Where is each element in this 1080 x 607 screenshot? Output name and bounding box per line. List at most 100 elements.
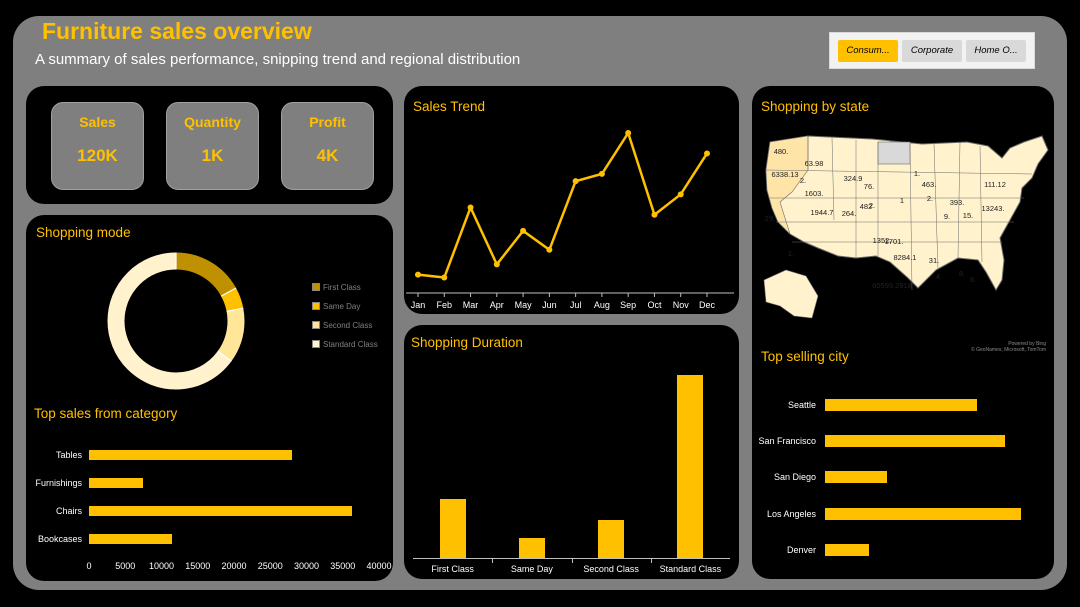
duration-bar — [677, 375, 704, 558]
map-value-label: 63.98 — [805, 159, 824, 168]
city-bar — [825, 399, 977, 411]
panel-title: Sales Trend — [413, 99, 486, 114]
trend-point — [546, 246, 553, 253]
x-tick-label: 40000 — [366, 561, 392, 571]
x-tick-label: Dec — [699, 300, 716, 310]
city-label: San Francisco — [758, 436, 816, 446]
map-value-label: 1701. — [885, 237, 904, 246]
x-tick-label: Aug — [594, 300, 610, 310]
kpi-label: Quantity — [184, 114, 241, 130]
segment-slicer: Consum... Corporate Home O... — [829, 32, 1035, 69]
panel-title: Shopping Duration — [411, 335, 523, 350]
slicer-option-consumer[interactable]: Consum... — [838, 40, 898, 62]
x-tick-label: Jun — [542, 300, 557, 310]
kpi-card-profit: Profit 4K — [281, 102, 374, 190]
legend-item: First Class — [312, 283, 361, 292]
kpi-card-sales: Sales 120K — [51, 102, 144, 190]
kpi-panel: Sales 120K Quantity 1K Profit 4K — [26, 86, 393, 204]
slice-divider — [217, 350, 232, 362]
map-value-label: 9. — [944, 212, 950, 221]
kpi-value: 1K — [201, 146, 224, 165]
category-label: Bookcases — [37, 534, 82, 544]
map-value-label: 463. — [922, 180, 937, 189]
donut-slice — [107, 252, 245, 390]
slice-divider — [226, 307, 244, 312]
category-bar — [89, 478, 144, 488]
x-tick-label: Jul — [570, 300, 582, 310]
city-label: Seattle — [787, 400, 816, 410]
x-tick-label: Same Day — [510, 564, 553, 574]
map-value-label: 393. — [950, 198, 965, 207]
city-label: Denver — [786, 545, 816, 555]
map-credit-line: © GeoNames, Microsoft, TomTom — [971, 347, 1046, 353]
x-tick-label: 10000 — [148, 561, 175, 571]
city-bar — [825, 471, 887, 483]
map-value-label: 13243. — [982, 204, 1005, 213]
legend-item: Second Class — [312, 321, 372, 330]
map-value-label: 1. — [914, 169, 920, 178]
city-bar — [825, 435, 1005, 447]
legend-item: Standard Class — [312, 340, 378, 349]
x-tick-label: 30000 — [293, 561, 320, 571]
map-value-label: 60593.2918 — [872, 281, 912, 290]
category-bar — [89, 534, 173, 544]
category-label: Tables — [55, 450, 82, 460]
map-value-label: 2. — [869, 201, 875, 210]
legend-label: Second Class — [323, 321, 373, 330]
map-value-label: 1944.7 — [811, 208, 834, 217]
map-value-label: 4. — [936, 272, 942, 281]
x-tick-label: Second Class — [583, 564, 639, 574]
sales-trend-chart: Jan Feb Mar Apr May Jun Jul Aug Sep Oct Nov Dec — [406, 130, 734, 310]
x-tick-label: 35000 — [330, 561, 356, 571]
map-value-label: 1. — [788, 249, 794, 258]
map-value-label: 6338.13 — [771, 170, 798, 179]
trend-point — [441, 274, 448, 281]
city-label: San Diego — [773, 472, 816, 482]
x-tick-label: First Class — [431, 564, 474, 574]
legend-label: Same Day — [323, 302, 361, 311]
kpi-card-quantity: Quantity 1K — [166, 102, 259, 190]
map-value-label: 482 — [860, 202, 873, 211]
shopping-mode-panel: Shopping mode First Class Same Day Secon… — [26, 215, 393, 581]
map-value-label: 8. — [959, 269, 965, 278]
legend-label: First Class — [323, 283, 361, 292]
map-value-label: 2. — [800, 176, 806, 185]
city-label: Los Angeles — [766, 509, 816, 519]
map-value-label: 6. — [970, 275, 976, 284]
map-value-label: 111.12 — [984, 180, 1006, 189]
panel-title: Shopping by state — [761, 99, 870, 114]
map-value-label: 1 — [900, 196, 904, 205]
trend-point — [704, 150, 710, 157]
sales-trend-panel: Sales Trend Jan Feb Mar Apr May Jun Jul Aug Sep O… — [404, 86, 739, 314]
shopping-mode-donut — [107, 252, 245, 390]
trend-point — [467, 204, 474, 211]
page-subtitle: A summary of sales performance, snipping… — [35, 51, 521, 68]
city-bar — [825, 508, 1021, 520]
x-tick-label: Sep — [620, 300, 636, 310]
legend-label: Standard Class — [323, 340, 378, 349]
trend-point — [651, 211, 658, 218]
trend-point — [415, 271, 421, 278]
x-tick-label: 5000 — [115, 561, 136, 571]
us-map-shape — [765, 135, 1049, 291]
duration-bar — [518, 537, 545, 558]
x-tick-label: Mar — [463, 300, 479, 310]
x-tick-label: Jan — [411, 300, 426, 310]
category-bar — [89, 506, 353, 516]
us-state-map[interactable]: 480.63.986338.132.1603.324.976.1.463.482… — [752, 130, 1054, 330]
slicer-option-home-office[interactable]: Home O... — [966, 40, 1026, 62]
x-tick-label: Nov — [673, 300, 690, 310]
panel-title: Top sales from category — [34, 406, 178, 421]
map-value-label: 264. — [842, 209, 857, 218]
city-bar — [825, 544, 869, 556]
slicer-option-corporate[interactable]: Corporate — [902, 40, 962, 62]
x-tick — [492, 558, 494, 563]
x-tick-label: May — [515, 300, 533, 310]
top-selling-city-chart: Seattle San Francisco San Diego Los Angeles… — [752, 386, 1054, 566]
top-sales-category-chart: Tables Furnishings Chairs Bookcases 0 5000 100… — [26, 440, 393, 581]
map-credit: Powered by Bing © GeoNames, Microsoft, T… — [971, 341, 1046, 353]
map-value-label: 480. — [774, 147, 789, 156]
x-tick-label: Oct — [647, 300, 662, 310]
legend-item: Same Day — [312, 302, 360, 311]
map-credit-line: Powered by Bing — [1008, 341, 1046, 347]
